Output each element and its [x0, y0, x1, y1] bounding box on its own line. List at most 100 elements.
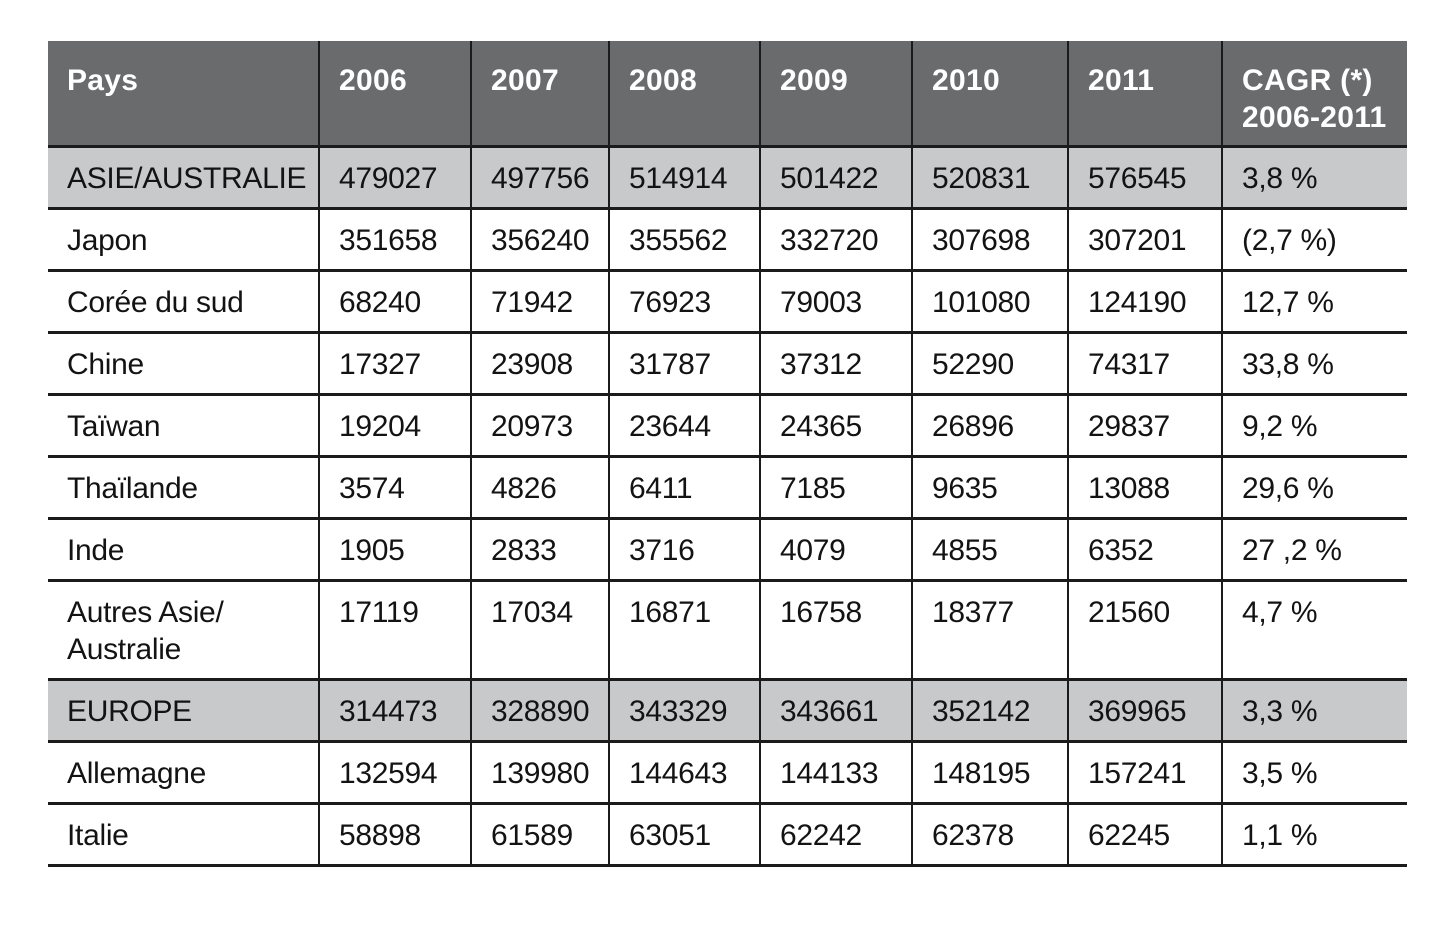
value-cell: 328890: [470, 679, 609, 741]
value-cell: 17034: [470, 580, 609, 679]
cagr-cell: 9,2 %: [1221, 394, 1407, 456]
value-cell: 62378: [911, 803, 1068, 865]
document-page: Pays 2006 2007 2008 2009 2010 2011 CAGR …: [0, 41, 1440, 941]
value-cell: 6411: [608, 456, 760, 518]
value-cell: 355562: [608, 208, 760, 270]
value-cell: 37312: [759, 332, 912, 394]
header-year-2009: 2009: [759, 41, 912, 146]
cagr-cell: (2,7 %): [1221, 208, 1407, 270]
value-cell: 62245: [1067, 803, 1222, 865]
value-cell: 23644: [608, 394, 760, 456]
value-cell: 18377: [911, 580, 1068, 679]
country-cell: Allemagne: [67, 756, 207, 790]
country-cell: Corée du sud: [67, 285, 244, 319]
value-cell: 332720: [759, 208, 912, 270]
value-cell: 576545: [1067, 146, 1222, 208]
value-cell: 4826: [470, 456, 609, 518]
value-cell: 139980: [470, 741, 609, 803]
value-cell: 2833: [470, 518, 609, 580]
table-body: ASIE/AUSTRALIE 479027 497756 514914 501422 52…: [48, 146, 1407, 865]
value-cell: 24365: [759, 394, 912, 456]
value-cell: 501422: [759, 146, 912, 208]
header-cagr: CAGR (*) 2006-2011: [1221, 41, 1407, 146]
value-cell: 79003: [759, 270, 912, 332]
value-cell: 62242: [759, 803, 912, 865]
value-cell: 26896: [911, 394, 1068, 456]
table-row: ASIE/AUSTRALIE 479027 497756 514914 501422 52…: [48, 146, 1407, 208]
country-cell: Taïwan: [67, 409, 161, 443]
value-cell: 148195: [911, 741, 1068, 803]
cagr-cell: 4,7 %: [1221, 580, 1407, 679]
value-cell: 16758: [759, 580, 912, 679]
value-cell: 31787: [608, 332, 760, 394]
country-cell: Japon: [67, 223, 148, 257]
value-cell: 124190: [1067, 270, 1222, 332]
value-cell: 351658: [318, 208, 471, 270]
country-cell: EUROPE: [67, 694, 192, 728]
value-cell: 21560: [1067, 580, 1222, 679]
value-cell: 16871: [608, 580, 760, 679]
value-cell: 3574: [318, 456, 471, 518]
cagr-cell: 12,7 %: [1221, 270, 1407, 332]
country-cell: Thaïlande: [67, 471, 198, 505]
header-year-2007: 2007: [470, 41, 609, 146]
table-row: Thaïlande 3574 4826 6411 7185 9635 13088 29,6 %: [48, 456, 1407, 518]
cagr-cell: 3,5 %: [1221, 741, 1407, 803]
value-cell: 497756: [470, 146, 609, 208]
table-row: Taïwan 19204 20973 23644 24365 26896 29837 9,2 …: [48, 394, 1407, 456]
value-cell: 76923: [608, 270, 760, 332]
header-pays: Pays: [48, 41, 319, 146]
value-cell: 369965: [1067, 679, 1222, 741]
value-cell: 17119: [318, 580, 471, 679]
table-row: Allemagne 132594 139980 144643 144133 148195 1…: [48, 741, 1407, 803]
value-cell: 19204: [318, 394, 471, 456]
cagr-cell: 3,3 %: [1221, 679, 1407, 741]
value-cell: 4079: [759, 518, 912, 580]
value-cell: 144643: [608, 741, 760, 803]
table-row: EUROPE 314473 328890 343329 343661 352142 3699…: [48, 679, 1407, 741]
cagr-cell: 33,8 %: [1221, 332, 1407, 394]
cagr-cell: 1,1 %: [1221, 803, 1407, 865]
country-cell: Italie: [67, 818, 129, 852]
country-cell: Autres Asie/ Australie: [67, 595, 224, 666]
value-cell: 343661: [759, 679, 912, 741]
cagr-cell: 29,6 %: [1221, 456, 1407, 518]
header-year-2008: 2008: [608, 41, 760, 146]
value-cell: 307201: [1067, 208, 1222, 270]
value-cell: 343329: [608, 679, 760, 741]
table-row: Corée du sud 68240 71942 76923 79003 101080 12…: [48, 270, 1407, 332]
value-cell: 68240: [318, 270, 471, 332]
value-cell: 307698: [911, 208, 1068, 270]
value-cell: 101080: [911, 270, 1068, 332]
value-cell: 520831: [911, 146, 1068, 208]
value-cell: 20973: [470, 394, 609, 456]
value-cell: 514914: [608, 146, 760, 208]
table-row: Chine 17327 23908 31787 37312 52290 74317 33,8 …: [48, 332, 1407, 394]
value-cell: 13088: [1067, 456, 1222, 518]
value-cell: 17327: [318, 332, 471, 394]
value-cell: 356240: [470, 208, 609, 270]
value-cell: 29837: [1067, 394, 1222, 456]
country-cell: Chine: [67, 347, 144, 381]
table-row: Inde 1905 2833 3716 4079 4855 6352 27 ,2 %: [48, 518, 1407, 580]
table-row: Autres Asie/ Australie 17119 17034 16871 167…: [48, 580, 1407, 679]
country-cell: Inde: [67, 533, 125, 567]
value-cell: 1905: [318, 518, 471, 580]
header-year-2010: 2010: [911, 41, 1068, 146]
value-cell: 157241: [1067, 741, 1222, 803]
country-cell: ASIE/AUSTRALIE: [67, 161, 307, 195]
value-cell: 7185: [759, 456, 912, 518]
country-data-table: Pays 2006 2007 2008 2009 2010 2011 CAGR …: [48, 41, 1407, 867]
table-row: Japon 351658 356240 355562 332720 307698 30720…: [48, 208, 1407, 270]
cagr-cell: 27 ,2 %: [1221, 518, 1407, 580]
value-cell: 144133: [759, 741, 912, 803]
header-row: Pays 2006 2007 2008 2009 2010 2011 CAGR …: [48, 41, 1407, 146]
value-cell: 4855: [911, 518, 1068, 580]
header-year-2006: 2006: [318, 41, 471, 146]
value-cell: 6352: [1067, 518, 1222, 580]
value-cell: 132594: [318, 741, 471, 803]
value-cell: 23908: [470, 332, 609, 394]
value-cell: 479027: [318, 146, 471, 208]
value-cell: 52290: [911, 332, 1068, 394]
header-year-2011: 2011: [1067, 41, 1222, 146]
